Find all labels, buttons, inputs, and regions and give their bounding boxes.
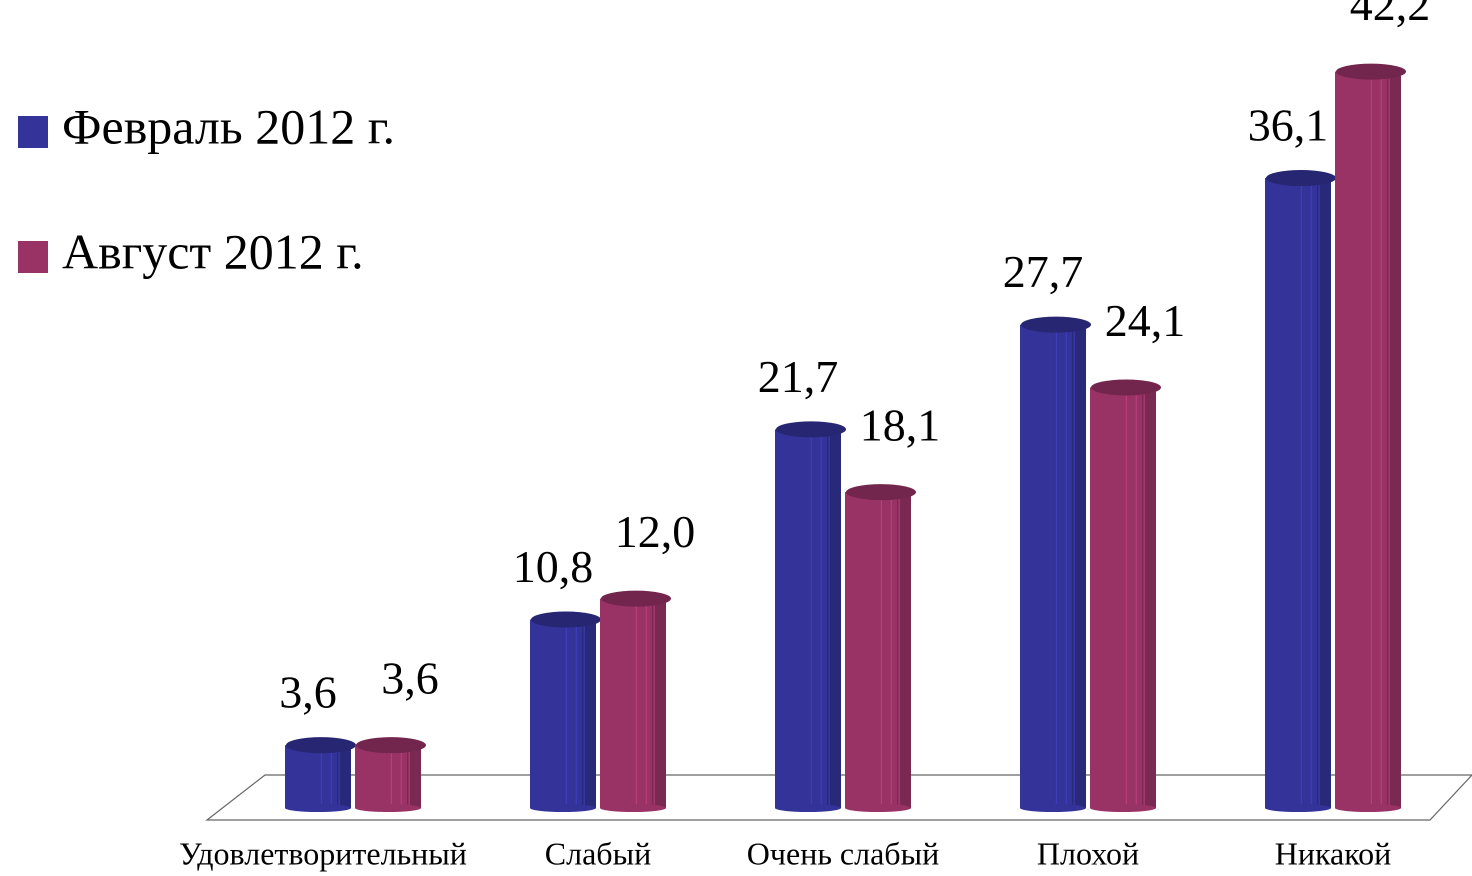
bar-top: [1266, 170, 1336, 187]
floor: [205, 774, 1472, 821]
bar-side: [897, 492, 911, 808]
bar-top: [356, 737, 426, 754]
value-label: 3,6: [381, 653, 439, 704]
bar-bottom: [845, 804, 911, 812]
bar-bottom: [355, 804, 421, 812]
value-label: 3,6: [279, 667, 337, 718]
bar-side: [337, 745, 351, 808]
x-tick-label: Никакой: [1275, 835, 1392, 871]
legend-label: Август 2012 г.: [62, 223, 364, 279]
bar-side: [1387, 71, 1401, 809]
x-tick-label: Плохой: [1037, 835, 1139, 871]
value-label: 27,7: [1003, 246, 1084, 297]
bar-bottom: [1090, 804, 1156, 812]
bar-bottom: [530, 804, 596, 812]
bar-top: [1021, 316, 1091, 333]
bar-side: [407, 745, 421, 808]
legend-swatch: [18, 241, 48, 273]
bar-bottom: [600, 804, 666, 812]
bar-bottom: [1335, 804, 1401, 812]
legend-label: Февраль 2012 г.: [62, 98, 395, 154]
bar-top: [1336, 63, 1406, 80]
bar-side: [1072, 324, 1086, 808]
bar-bottom: [775, 804, 841, 812]
bar-top: [776, 421, 846, 438]
bar-side: [1142, 387, 1156, 808]
bar-top: [531, 611, 601, 628]
value-label: 24,1: [1105, 295, 1186, 346]
x-tick-label: Очень слабый: [747, 835, 939, 871]
bar-bottom: [1020, 804, 1086, 812]
bar-side: [652, 598, 666, 808]
bar-bottom: [1265, 804, 1331, 812]
bar-top: [1091, 379, 1161, 396]
x-tick-label: Удовлетворительный: [179, 835, 467, 871]
value-label: 12,0: [615, 506, 696, 557]
value-label: 21,7: [758, 351, 839, 402]
x-tick-label: Слабый: [545, 835, 651, 871]
value-label: 36,1: [1248, 100, 1329, 151]
bar-bottom: [285, 804, 351, 812]
bar-top: [286, 737, 356, 754]
value-label: 10,8: [513, 541, 594, 592]
bar-side: [1317, 178, 1331, 808]
legend-swatch: [18, 116, 48, 148]
bar-top: [601, 590, 671, 607]
value-label: 42,2: [1350, 0, 1431, 30]
bar-top: [846, 484, 916, 501]
bar-side: [582, 619, 596, 808]
value-label: 18,1: [860, 400, 941, 451]
bar-side: [827, 429, 841, 808]
